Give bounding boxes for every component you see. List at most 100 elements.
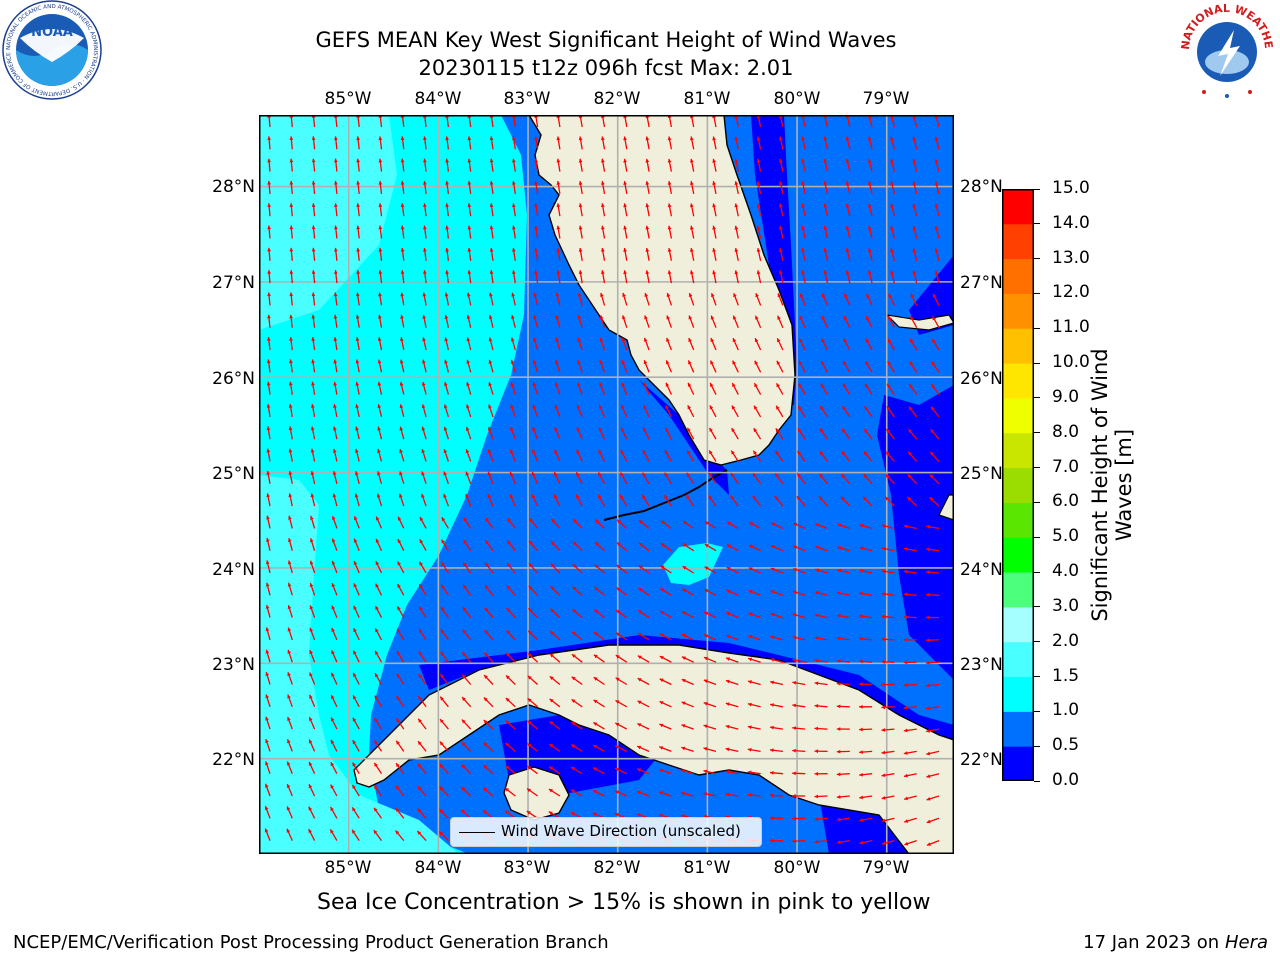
direction-arrow bbox=[289, 314, 294, 328]
direction-arrow bbox=[533, 292, 539, 306]
direction-arrow bbox=[289, 180, 294, 194]
direction-arrow bbox=[725, 747, 739, 753]
direction-arrow bbox=[577, 315, 583, 328]
direction-arrow bbox=[286, 739, 293, 752]
direction-arrow bbox=[836, 772, 850, 777]
direction-arrow bbox=[890, 270, 896, 284]
direction-arrow bbox=[836, 817, 850, 822]
direction-arrow bbox=[845, 181, 851, 195]
colorbar-tick-label: 1.5 bbox=[1052, 665, 1080, 686]
direction-arrow bbox=[309, 605, 316, 618]
direction-arrow bbox=[527, 720, 539, 730]
direction-arrow bbox=[775, 405, 784, 418]
direction-arrow bbox=[438, 830, 449, 842]
direction-arrow bbox=[309, 582, 316, 596]
direction-arrow bbox=[373, 762, 383, 775]
map-gridlines bbox=[259, 115, 954, 854]
direction-arrow bbox=[332, 471, 338, 484]
direction-arrow bbox=[443, 471, 450, 485]
direction-arrow bbox=[660, 520, 672, 529]
direction-arrow bbox=[814, 817, 828, 821]
legend-line-swatch bbox=[459, 832, 495, 833]
direction-arrow bbox=[614, 745, 628, 752]
direction-arrow bbox=[600, 136, 606, 150]
direction-arrow bbox=[532, 359, 539, 373]
direction-arrow bbox=[333, 270, 338, 284]
direction-arrow bbox=[752, 472, 762, 485]
direction-arrow bbox=[289, 292, 294, 306]
direction-arrow bbox=[578, 203, 583, 217]
direction-arrow bbox=[792, 613, 806, 619]
direction-arrow bbox=[594, 518, 605, 529]
direction-arrow bbox=[814, 545, 828, 552]
colorbar-segment-0 bbox=[1002, 746, 1034, 781]
direction-arrow bbox=[770, 703, 784, 708]
direction-arrow bbox=[378, 158, 383, 172]
direction-arrow bbox=[708, 427, 717, 440]
direction-arrow bbox=[287, 537, 293, 551]
direction-arrow bbox=[355, 448, 360, 462]
direction-arrow bbox=[837, 523, 851, 530]
direction-arrow bbox=[308, 739, 316, 752]
direction-arrow bbox=[421, 471, 427, 485]
direction-arrow bbox=[926, 524, 940, 530]
direction-arrow bbox=[932, 293, 940, 306]
direction-arrow bbox=[511, 247, 516, 261]
direction-arrow bbox=[664, 449, 672, 462]
colorbar-segment-6 bbox=[1002, 537, 1034, 573]
direction-arrow bbox=[267, 225, 272, 239]
direction-arrow bbox=[845, 136, 851, 150]
direction-arrow bbox=[422, 180, 427, 194]
direction-arrow bbox=[534, 136, 539, 150]
direction-arrow bbox=[333, 225, 338, 239]
direction-arrow bbox=[532, 426, 539, 440]
direction-arrow bbox=[664, 472, 672, 485]
direction-arrow bbox=[912, 203, 918, 217]
direction-arrow bbox=[823, 270, 829, 284]
direction-arrow bbox=[548, 743, 561, 752]
direction-arrow bbox=[682, 543, 695, 552]
direction-arrow bbox=[885, 451, 895, 462]
direction-arrow bbox=[353, 516, 360, 529]
direction-arrow bbox=[377, 337, 383, 351]
direction-arrow bbox=[845, 203, 851, 217]
lon-tick-bottom-84w: 84°W bbox=[414, 858, 462, 878]
direction-arrow bbox=[645, 136, 650, 150]
direction-arrow bbox=[310, 426, 316, 440]
direction-arrow bbox=[333, 158, 338, 172]
direction-arrow bbox=[801, 136, 806, 150]
direction-arrow bbox=[419, 539, 427, 552]
direction-arrow bbox=[881, 817, 895, 823]
colorbar-tick-label: 7.0 bbox=[1052, 456, 1080, 477]
direction-arrow bbox=[934, 158, 940, 172]
direction-arrow bbox=[734, 181, 739, 195]
direction-arrow bbox=[734, 158, 739, 172]
direction-arrow bbox=[355, 426, 360, 440]
direction-arrow bbox=[527, 630, 539, 641]
direction-arrow bbox=[599, 359, 606, 373]
direction-arrow bbox=[549, 675, 561, 686]
direction-arrow bbox=[329, 829, 338, 841]
direction-arrow bbox=[444, 359, 450, 373]
direction-arrow bbox=[467, 180, 472, 194]
direction-arrow bbox=[311, 158, 316, 172]
direction-arrow bbox=[753, 382, 762, 395]
direction-arrow bbox=[533, 314, 539, 328]
direction-arrow bbox=[333, 292, 338, 306]
colorbar-tick-label: 12.0 bbox=[1052, 282, 1090, 303]
direction-arrow bbox=[308, 761, 316, 774]
direction-arrow bbox=[776, 360, 784, 373]
direction-arrow bbox=[638, 564, 650, 574]
direction-arrow bbox=[267, 270, 272, 284]
direction-arrow bbox=[353, 560, 360, 574]
direction-arrow bbox=[534, 225, 539, 239]
direction-arrow bbox=[775, 427, 784, 440]
direction-arrow bbox=[331, 650, 338, 663]
direction-arrow bbox=[836, 795, 850, 799]
direction-arrow bbox=[903, 773, 917, 778]
direction-arrow bbox=[599, 337, 606, 351]
direction-arrow bbox=[836, 681, 850, 686]
direction-arrow bbox=[351, 784, 360, 797]
direction-arrow bbox=[482, 809, 494, 819]
direction-arrow bbox=[845, 225, 851, 239]
